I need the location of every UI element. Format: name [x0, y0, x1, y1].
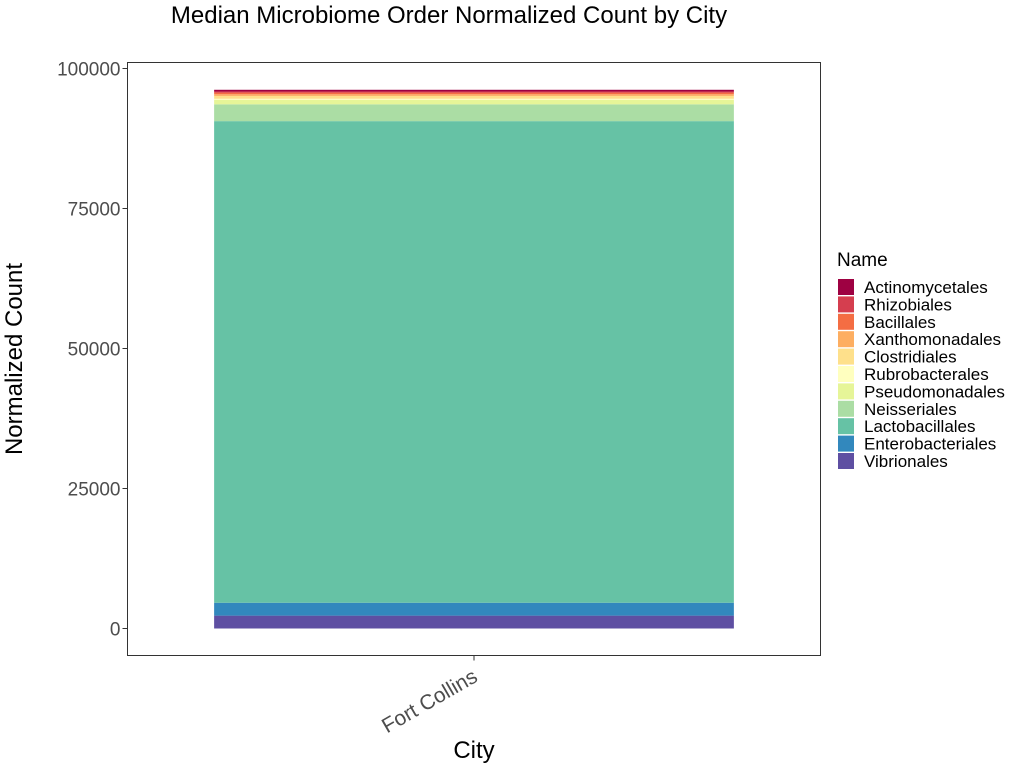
bar-segment-actinomycetales: [214, 89, 734, 92]
legend-label-vibrionales: Vibrionales: [864, 452, 948, 471]
bar-segment-pseudomonadales: [214, 99, 734, 105]
x-axis: Fort Collins: [378, 655, 482, 738]
y-tick-label: 50000: [68, 340, 121, 361]
legend-label-bacillales: Bacillales: [864, 313, 936, 332]
legend-label-pseudomonadales: Pseudomonadales: [864, 382, 1005, 401]
bar-segment-bacillales: [214, 92, 734, 95]
bar-segment-lactobacillales: [214, 121, 734, 603]
legend-swatch-clostridiales: [838, 348, 854, 365]
legend-swatch-pseudomonadales: [838, 383, 854, 400]
chart-title: Median Microbiome Order Normalized Count…: [171, 2, 727, 29]
bar-segment-clostridiales: [214, 95, 734, 99]
legend-swatch-lactobacillales: [838, 418, 854, 435]
x-tick-label: Fort Collins: [378, 665, 481, 738]
y-tick-label: 75000: [68, 200, 121, 221]
legend-label-actinomycetales: Actinomycetales: [864, 278, 988, 297]
legend: Name ActinomycetalesRhizobialesBacillale…: [837, 250, 1005, 471]
legend-swatch-actinomycetales: [838, 279, 854, 295]
legend-swatch-bacillales: [838, 313, 854, 330]
y-tick-label: 100000: [57, 60, 120, 81]
bar-segment-enterobacteriales: [214, 602, 734, 616]
bar-segment-rhizobiales: [214, 91, 734, 93]
bar-segment-neisseriales: [214, 104, 734, 122]
legend-label-xanthomonadales: Xanthomonadales: [864, 330, 1001, 349]
legend-swatch-rubrobacterales: [838, 366, 854, 382]
legend-swatch-enterobacteriales: [838, 435, 854, 452]
legend-swatch-rhizobiales: [838, 296, 854, 313]
legend-label-lactobacillales: Lactobacillales: [864, 417, 976, 436]
y-tick-label: 0: [110, 620, 121, 641]
legend-swatch-neisseriales: [838, 400, 854, 417]
bar-stack: [214, 89, 734, 629]
legend-label-clostridiales: Clostridiales: [864, 348, 957, 367]
x-axis-title: City: [453, 737, 494, 764]
legend-label-rubrobacterales: Rubrobacterales: [864, 365, 989, 384]
legend-swatch-xanthomonadales: [838, 331, 854, 348]
y-tick-label: 25000: [68, 480, 121, 501]
legend-swatch-vibrionales: [838, 453, 854, 469]
bar-segment-vibrionales: [214, 615, 734, 629]
y-axis: 0 25000 50000 75000 100000: [57, 60, 128, 641]
legend-label-enterobacteriales: Enterobacteriales: [864, 435, 996, 454]
legend-label-rhizobiales: Rhizobiales: [864, 295, 952, 314]
y-axis-title: Normalized Count: [1, 263, 28, 455]
bar-segment-xanthomonadales: [214, 94, 734, 96]
bar-segment-rubrobacterales: [214, 98, 734, 100]
legend-label-neisseriales: Neisseriales: [864, 400, 957, 419]
legend-title: Name: [837, 250, 888, 271]
